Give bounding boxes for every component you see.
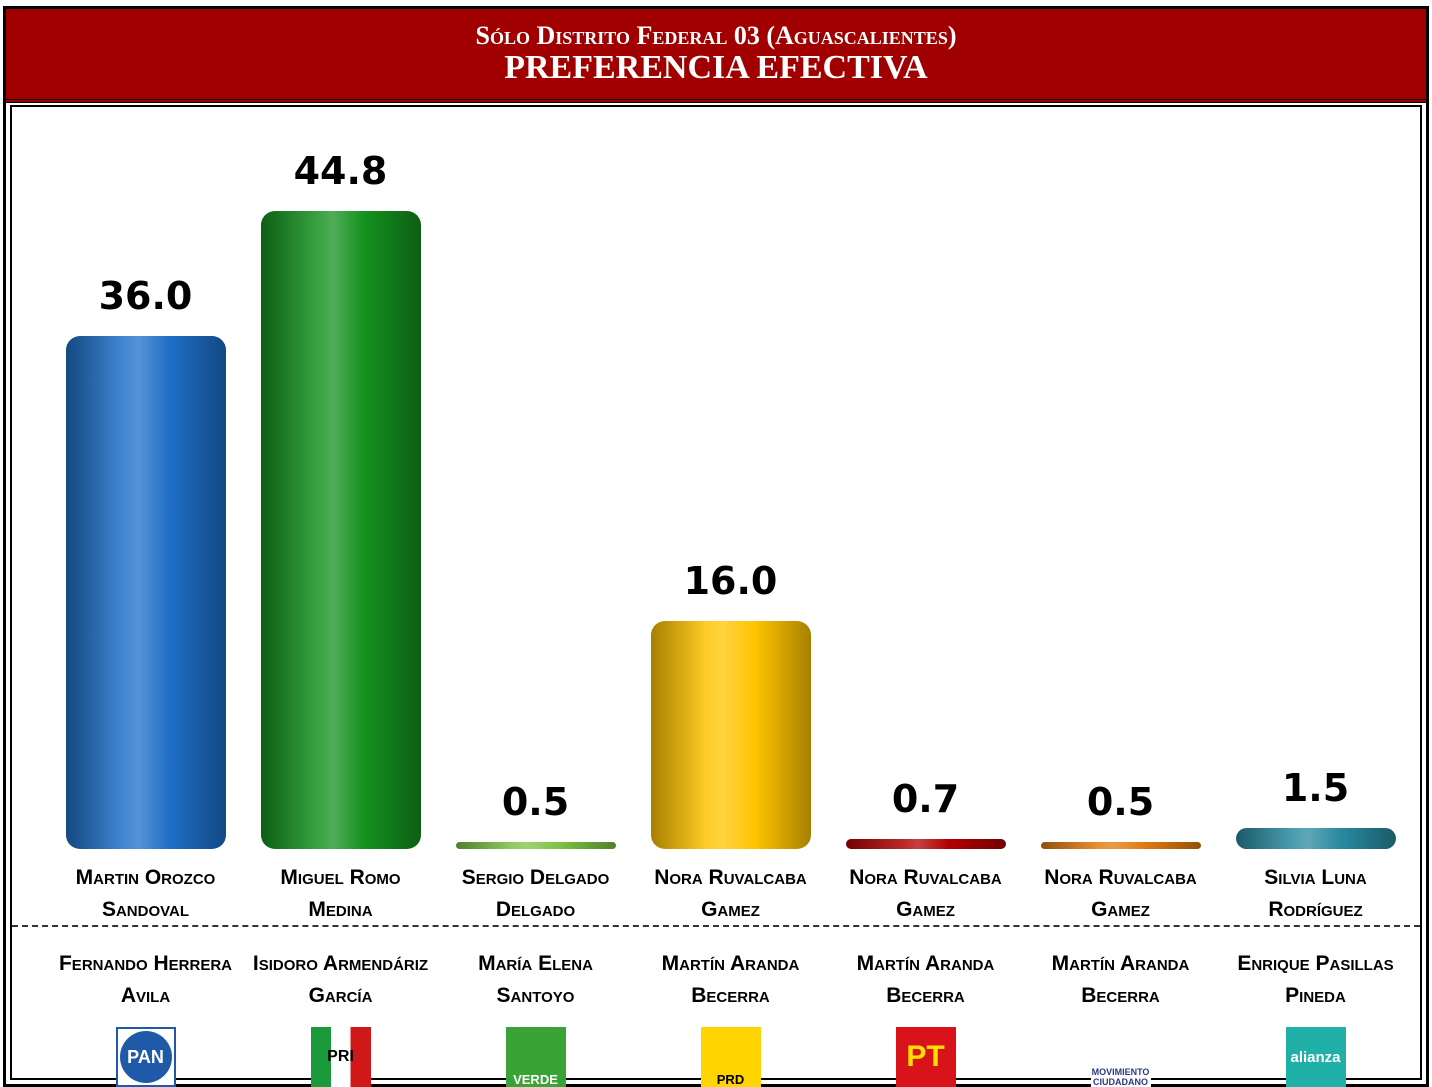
substitute-name: Martín Aranda Becerra	[661, 952, 800, 1007]
value-label: 1.5	[1281, 765, 1350, 810]
value-label: 44.8	[293, 149, 388, 193]
bar	[845, 839, 1006, 849]
bar	[650, 621, 811, 849]
bar	[65, 336, 226, 849]
substitute-name: María Elena Santoyo	[478, 952, 593, 1007]
x-tick-label: Nora Ruvalcaba Gamez	[849, 866, 1002, 921]
party-logo: PT	[895, 1027, 956, 1087]
bar	[260, 211, 421, 849]
x-tick-label: Nora Ruvalcaba Gamez	[654, 866, 807, 921]
bar	[455, 841, 616, 849]
x-tick-label: Nora Ruvalcaba Gamez	[1044, 866, 1197, 921]
substitute-name: Martín Aranda Becerra	[856, 952, 995, 1007]
bar	[1040, 841, 1201, 849]
party-logo: VERDE	[505, 1027, 566, 1087]
x-tick-label: Martin Orozco Sandoval	[75, 866, 216, 921]
party-logo: alianza	[1285, 1027, 1346, 1087]
chart-subtitle: PREFERENCIA EFECTIVA	[504, 49, 928, 86]
bar	[1235, 827, 1396, 849]
party-logo: PAN	[115, 1027, 176, 1087]
chart-title: Sólo Distrito Federal 03 (Aguascalientes…	[475, 21, 957, 50]
value-label: 0.5	[1086, 779, 1155, 824]
substitute-name: Isidoro Armendáriz García	[252, 952, 429, 1007]
party-logo: PRD	[700, 1027, 761, 1087]
substitute-name: Fernando Herrera Avila	[58, 952, 232, 1007]
x-tick-label: Silvia Luna Rodríguez	[1264, 866, 1367, 921]
substitute-name: Martín Aranda Becerra	[1051, 952, 1190, 1007]
chart: Sólo Distrito Federal 03 (Aguascalientes…	[3, 6, 1429, 1087]
party-logo: MOVIMIENTO CIUDADANO	[1090, 1027, 1151, 1087]
party-logo: PRI	[310, 1027, 371, 1087]
value-label: 0.5	[501, 779, 570, 824]
party-logo-text: PAN	[119, 1031, 172, 1083]
substitute-name: Enrique Pasillas Pineda	[1237, 952, 1394, 1007]
value-label: 36.0	[98, 274, 193, 319]
x-tick-label: Miguel Romo Medina	[280, 866, 401, 921]
plot: 36.0 Martin Orozco Sandoval Fernando Herre…	[10, 105, 1422, 1087]
value-label: 16.0	[683, 559, 778, 604]
separator	[12, 925, 1420, 927]
value-label: 0.7	[891, 777, 960, 822]
x-tick-label: Sergio Delgado Delgado	[461, 866, 610, 921]
header: Sólo Distrito Federal 03 (Aguascalientes…	[6, 9, 1426, 103]
